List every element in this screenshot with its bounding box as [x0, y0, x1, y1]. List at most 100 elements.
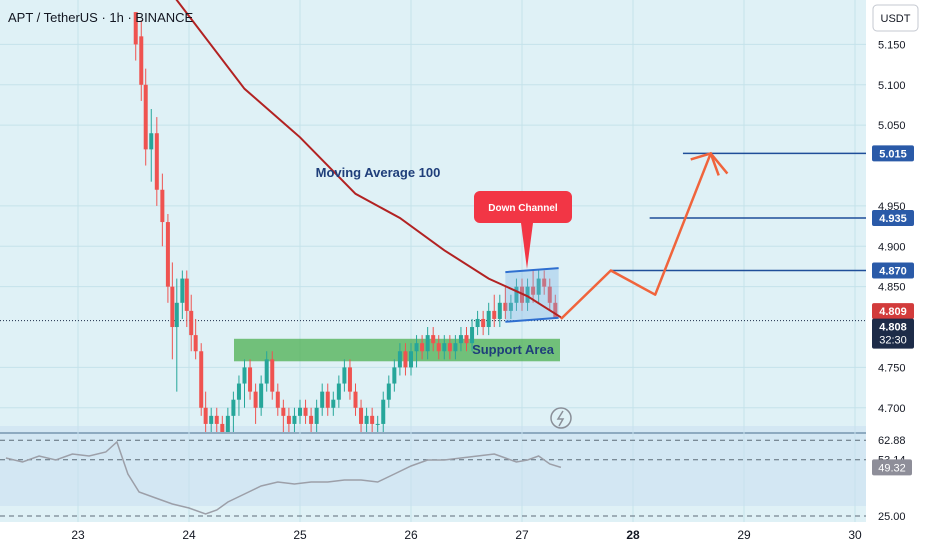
rsi-indicator [0, 426, 866, 517]
candle-body [139, 36, 144, 85]
candle-body [492, 310, 497, 319]
candle-body [133, 12, 138, 45]
projection-arrowhead [690, 151, 720, 176]
candle-body [264, 359, 269, 384]
candle-body [174, 302, 179, 328]
candle-body [353, 391, 358, 408]
candle-body [193, 335, 198, 352]
support-area-label: Support Area [472, 342, 555, 357]
candle-body [536, 278, 541, 295]
candle-body [436, 343, 441, 352]
price-tick-label: 4.750 [878, 362, 906, 374]
candle-body [143, 84, 148, 150]
candle-body [242, 367, 247, 384]
target-level-tag-text: 4.870 [879, 266, 907, 278]
moving-average [175, 0, 562, 319]
candle-body [236, 383, 241, 400]
moving-average-label: Moving Average 100 [316, 165, 441, 180]
candle-body [214, 415, 219, 424]
candle-body [309, 415, 314, 424]
candle-body [447, 343, 452, 352]
candle-body [381, 399, 386, 424]
candle-body [514, 286, 519, 303]
support-area-box [234, 338, 560, 362]
down-channel-label: Down Channel [488, 203, 558, 214]
down-channel-upper [505, 267, 559, 274]
candle-body [270, 359, 275, 392]
countdown-text: 32:30 [879, 335, 907, 347]
candle-body [547, 286, 552, 303]
lightning-icon-bolt [556, 410, 565, 427]
candle-body [325, 391, 330, 408]
candle-body [364, 415, 369, 424]
candle-body [292, 415, 297, 424]
target-level-tag [872, 262, 914, 279]
currency-button-label: USDT [881, 13, 911, 25]
candle-body [320, 391, 325, 408]
candle-body [359, 407, 364, 424]
time-tick-label: 26 [404, 528, 418, 542]
candle-body [259, 383, 264, 408]
candles [133, 12, 558, 432]
candle-body [542, 278, 547, 287]
candle-body [414, 343, 419, 352]
candle-body [203, 407, 208, 424]
candle-body [220, 423, 225, 432]
candle-body [420, 343, 425, 352]
candle-body [184, 278, 189, 311]
candle-body [275, 391, 280, 408]
down-channel [505, 267, 559, 323]
support-area [234, 338, 560, 362]
candle-body [508, 302, 513, 311]
rsi-value-tag [872, 459, 912, 476]
time-tick-label: 25 [293, 528, 307, 542]
symbol-title[interactable]: APT / TetherUS · 1h · BINANCE [8, 10, 194, 25]
candle-body [397, 351, 402, 368]
target-level-tag-text: 5.015 [879, 148, 907, 160]
projection-path [560, 151, 729, 320]
candle-body [165, 222, 170, 287]
price-tick-label: 5.150 [878, 39, 906, 51]
candle-body [425, 335, 430, 352]
time-tick-label: 28 [626, 528, 640, 542]
candle-body [336, 383, 341, 400]
candle-body [470, 327, 475, 344]
price-tick-label: 4.700 [878, 403, 906, 415]
time-tick-label: 27 [515, 528, 529, 542]
candle-body [409, 351, 413, 368]
candle-body [442, 343, 447, 352]
price-tick-label: 4.950 [878, 201, 906, 213]
candle-body [525, 286, 530, 303]
candle-body [149, 133, 154, 150]
candle-body [154, 133, 159, 190]
candle-body [386, 383, 391, 400]
current-price-tag [872, 318, 914, 349]
time-scale[interactable] [0, 522, 866, 550]
last-price-tag [872, 303, 914, 320]
candle-body [180, 278, 185, 303]
candle-body [286, 415, 291, 424]
candle-body [248, 367, 253, 392]
candle-body [497, 302, 502, 319]
price-tick-label: 5.100 [878, 80, 906, 92]
last-price-tag-text: 4.809 [879, 306, 907, 318]
down-channel-lower [505, 316, 559, 323]
moving-average-line [175, 0, 562, 319]
candle-body [160, 189, 165, 223]
candle-body [458, 335, 463, 344]
projection-line [560, 152, 729, 320]
candle-body [314, 407, 319, 424]
candle-body [225, 415, 230, 432]
candle-body [531, 286, 536, 295]
time-tick-label: 29 [737, 528, 751, 542]
candle-body [281, 407, 286, 416]
candle-body [453, 343, 458, 352]
rsi-tick-label: 25.00 [878, 511, 906, 523]
candle-body [475, 318, 480, 328]
target-level-tag-text: 4.935 [879, 213, 907, 225]
candle-body [375, 423, 380, 425]
rsi-line [5, 440, 562, 515]
candle-body [503, 302, 508, 311]
